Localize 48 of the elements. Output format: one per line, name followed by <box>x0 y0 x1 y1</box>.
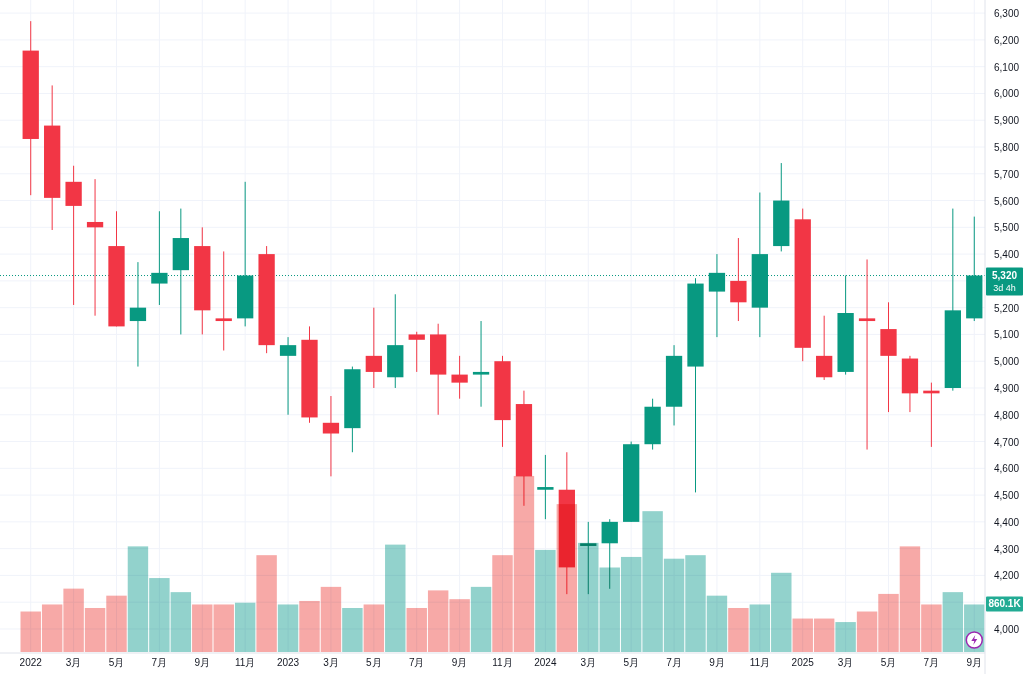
y-tick-label: 4,700 <box>994 436 1020 448</box>
x-tick-label: 7月 <box>151 657 168 668</box>
y-tick-label: 4,000 <box>994 623 1020 635</box>
x-tick-label: 5月 <box>623 657 639 668</box>
x-tick-label: 7月 <box>408 657 425 668</box>
x-tick-label: 5月 <box>880 657 897 668</box>
x-tick-label: 3月 <box>65 657 82 668</box>
y-tick-label: 4,500 <box>994 490 1020 502</box>
x-tick-label: 5月 <box>366 657 382 668</box>
x-tick-label: 9月 <box>966 657 983 668</box>
y-tick-label: 5,700 <box>994 168 1020 180</box>
y-tick-label: 4,800 <box>994 409 1020 421</box>
y-tick-label: 4,900 <box>994 382 1020 394</box>
y-tick-label: 4,300 <box>994 543 1020 555</box>
y-tick-label: 4,200 <box>994 570 1020 582</box>
x-tick-label: 2022 <box>19 657 43 668</box>
y-tick-label: 5,100 <box>994 329 1020 341</box>
x-tick-label: 3月 <box>323 657 339 668</box>
y-tick-label: 5,800 <box>994 142 1020 153</box>
y-tick-label: 5,200 <box>994 302 1020 314</box>
x-tick-label: 5月 <box>108 657 125 668</box>
x-tick-label: 7月 <box>923 657 940 668</box>
y-tick-label: 4,400 <box>994 516 1020 528</box>
x-tick-label: 7月 <box>666 657 682 668</box>
y-tick-label: 6,300 <box>994 8 1020 20</box>
y-tick-label: 6,000 <box>994 88 1020 100</box>
y-tick-label: 5,400 <box>994 249 1020 261</box>
x-tick-label: 11月 <box>492 657 513 668</box>
y-tick-label: 5,600 <box>994 195 1020 207</box>
x-tick-label: 9月 <box>451 657 468 668</box>
x-tick-label: 3月 <box>580 657 597 668</box>
ref-line-label: 5,320 <box>991 269 1018 281</box>
y-tick-label: 5,000 <box>994 356 1020 368</box>
x-tick-label: 9月 <box>709 657 725 668</box>
x-tick-label: 11月 <box>234 657 256 668</box>
y-tick-label: 5,900 <box>994 115 1020 127</box>
y-tick-label: 6,200 <box>994 34 1020 46</box>
x-tick-label: 3月 <box>837 657 854 668</box>
y-tick-label: 4,600 <box>994 463 1020 475</box>
x-tick-label: 2025 <box>791 657 815 668</box>
text: 3d 4h <box>993 282 1016 293</box>
x-tick-label: 11月 <box>749 657 771 668</box>
y-tick-label: 5,500 <box>994 222 1020 234</box>
x-tick-label: 2023 <box>276 657 300 668</box>
text: 860.1K <box>988 598 1022 610</box>
y-tick-label: 6,100 <box>994 61 1020 73</box>
x-tick-label: 9月 <box>194 657 211 668</box>
x-tick-label: 2024 <box>534 657 557 668</box>
